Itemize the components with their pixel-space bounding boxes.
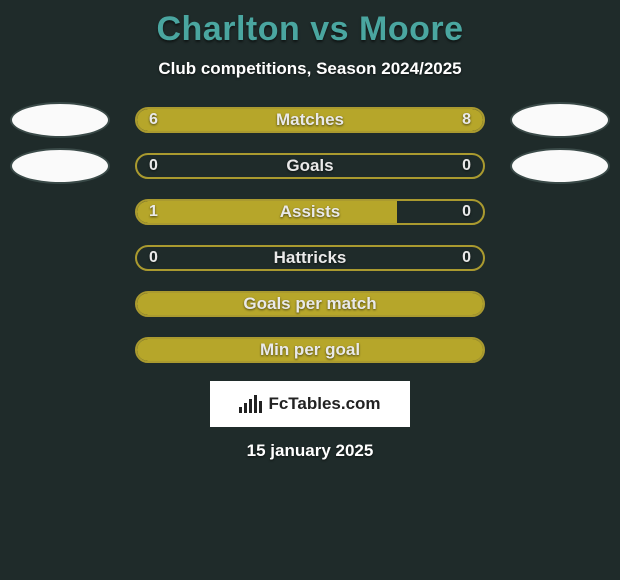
player-avatar-right xyxy=(510,102,610,138)
stat-row: Matches68 xyxy=(0,107,620,133)
title-player1: Charlton xyxy=(156,10,300,48)
bar-fill-right xyxy=(275,109,483,131)
stat-row: Min per goal xyxy=(0,337,620,363)
stat-row: Goals per match xyxy=(0,291,620,317)
stat-bar: Goals00 xyxy=(135,153,485,179)
player-avatar-right xyxy=(510,148,610,184)
bar-fill-full xyxy=(137,293,483,315)
title: Charlton vs Moore xyxy=(0,10,620,49)
player-avatar-left xyxy=(10,102,110,138)
bars-icon xyxy=(239,395,262,413)
stat-row: Assists10 xyxy=(0,199,620,225)
stat-bar: Goals per match xyxy=(135,291,485,317)
stat-row: Goals00 xyxy=(0,153,620,179)
stat-bar: Hattricks00 xyxy=(135,245,485,271)
title-vs: vs xyxy=(310,10,349,48)
bar-fill-left xyxy=(137,109,275,131)
title-player2: Moore xyxy=(359,10,464,48)
bar-fill-full xyxy=(137,339,483,361)
stat-bar: Assists10 xyxy=(135,199,485,225)
player-avatar-left xyxy=(10,148,110,184)
date-text: 15 january 2025 xyxy=(0,441,620,461)
subtitle: Club competitions, Season 2024/2025 xyxy=(0,59,620,79)
stat-rows: Matches68 Goals00 Assists10 Hattricks00 Goal… xyxy=(0,107,620,363)
stat-bar: Matches68 xyxy=(135,107,485,133)
brand-text: FcTables.com xyxy=(268,394,380,414)
brand-badge: FcTables.com xyxy=(210,381,410,427)
stat-bar: Min per goal xyxy=(135,337,485,363)
bar-fill-left xyxy=(137,201,397,223)
comparison-infographic: Charlton vs Moore Club competitions, Sea… xyxy=(0,0,620,580)
stat-row: Hattricks00 xyxy=(0,245,620,271)
